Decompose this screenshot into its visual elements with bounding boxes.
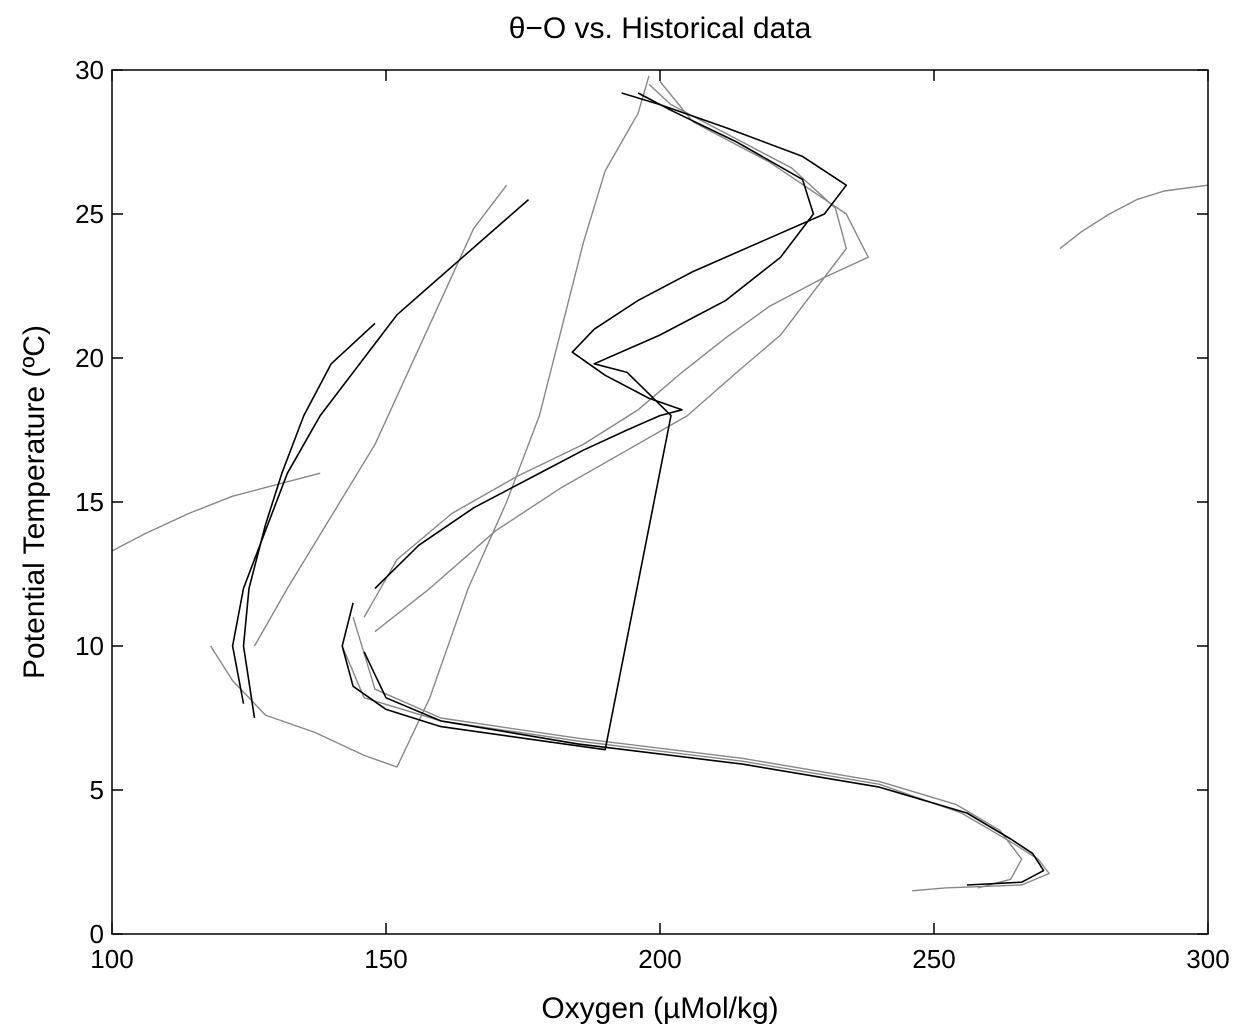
chart-title: θ−O vs. Historical data	[509, 12, 812, 45]
series-line-historical-1	[352, 616, 1023, 889]
series-layer	[111, 75, 1209, 892]
plot-background	[112, 70, 1208, 934]
ticks-layer: 100 150 200 250 300 0 5 10 15 20 25 30	[75, 55, 1230, 974]
y-tick-label: 25	[75, 199, 104, 229]
x-tick-label: 150	[364, 944, 407, 974]
series-line-historical-0	[210, 75, 650, 768]
y-tick-label: 30	[75, 55, 104, 85]
y-tick-label: 5	[90, 775, 104, 805]
series-line-historical-5	[253, 184, 508, 647]
y-tick-label: 20	[75, 343, 104, 373]
x-tick-label: 300	[1186, 944, 1229, 974]
series-line-new-12	[374, 92, 848, 589]
series-line-historical-2	[374, 83, 847, 633]
series-line-new-9	[242, 322, 376, 719]
series-line-new-11	[363, 651, 1045, 886]
y-tick-label: 10	[75, 631, 104, 661]
x-tick-label: 100	[90, 944, 133, 974]
x-axis-title: Oxygen (µMol/kg)	[541, 992, 778, 1025]
series-line-new-10	[341, 92, 815, 751]
x-tick-label: 250	[912, 944, 955, 974]
y-tick-label: 0	[90, 919, 104, 949]
y-tick-label: 15	[75, 487, 104, 517]
series-line-historical-7	[1059, 184, 1209, 250]
y-axis-title: Potential Temperature (ºC)	[18, 325, 51, 679]
x-tick-label: 200	[638, 944, 681, 974]
series-line-historical-3	[363, 81, 869, 618]
series-line-new-8	[231, 198, 530, 704]
